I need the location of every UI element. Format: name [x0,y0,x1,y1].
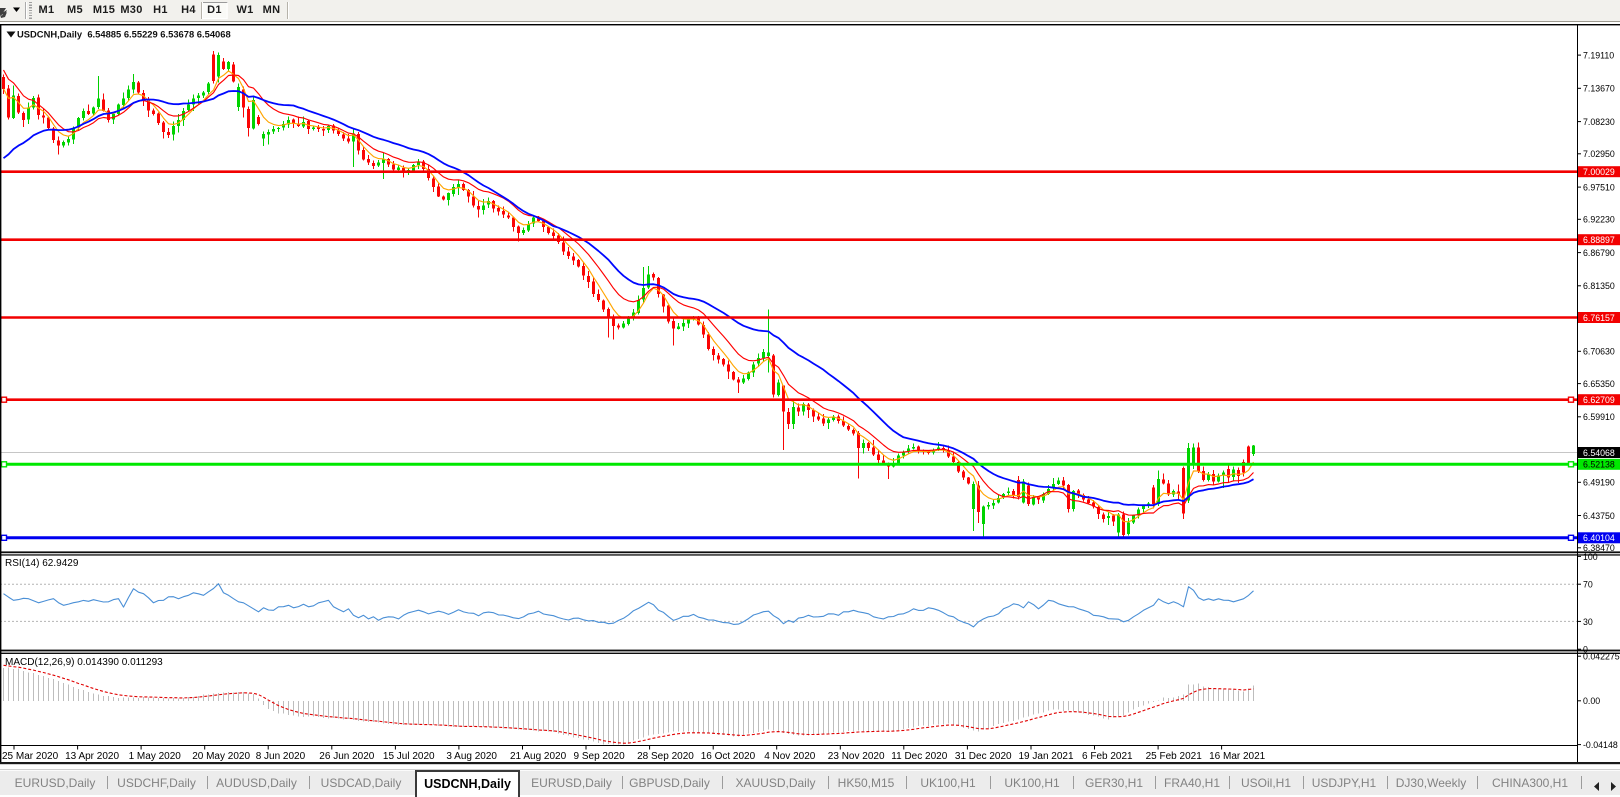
svg-text:6.38470: 6.38470 [1583,543,1615,553]
svg-text:7.00029: 7.00029 [1583,167,1615,177]
svg-text:6 Feb 2021: 6 Feb 2021 [1082,751,1133,762]
svg-text:13 Apr 2020: 13 Apr 2020 [65,751,119,762]
svg-text:6.59910: 6.59910 [1583,412,1615,422]
svg-text:6.52138: 6.52138 [1583,460,1615,470]
svg-text:6.43750: 6.43750 [1583,511,1615,521]
svg-text:26 Jun 2020: 26 Jun 2020 [319,751,374,762]
svg-text:1 May 2020: 1 May 2020 [129,751,182,762]
svg-text:25 Feb 2021: 25 Feb 2021 [1146,751,1203,762]
svg-text:20 May 2020: 20 May 2020 [192,751,250,762]
svg-text:6.62709: 6.62709 [1583,395,1615,405]
svg-text:-0.04148: -0.04148 [1583,740,1618,750]
svg-text:7.13670: 7.13670 [1583,84,1615,94]
svg-text:MACD(12,26,9) 0.014390 0.01129: MACD(12,26,9) 0.014390 0.011293 [5,657,163,668]
svg-text:7.19110: 7.19110 [1583,51,1614,61]
svg-text:8 Jun 2020: 8 Jun 2020 [256,751,306,762]
svg-text:6.76157: 6.76157 [1583,313,1615,323]
svg-text:30: 30 [1583,617,1593,627]
svg-text:6.65350: 6.65350 [1583,379,1615,389]
svg-text:6.97510: 6.97510 [1583,183,1615,193]
svg-text:6.81350: 6.81350 [1583,281,1615,291]
svg-text:6.92230: 6.92230 [1583,215,1615,225]
svg-text:31 Dec 2020: 31 Dec 2020 [955,751,1012,762]
svg-text:25 Mar 2020: 25 Mar 2020 [2,751,59,762]
svg-text:100: 100 [1583,552,1598,562]
svg-text:9 Sep 2020: 9 Sep 2020 [574,751,626,762]
svg-text:70: 70 [1583,580,1593,590]
svg-text:11 Dec 2020: 11 Dec 2020 [891,751,947,762]
svg-text:6.86790: 6.86790 [1583,248,1615,258]
svg-text:6.54068: 6.54068 [1583,448,1615,458]
svg-text:0.042275: 0.042275 [1583,652,1620,662]
svg-text:6.49190: 6.49190 [1583,478,1615,488]
svg-text:28 Sep 2020: 28 Sep 2020 [637,751,694,762]
svg-text:USDCNH,Daily 6.54885 6.55229: USDCNH,Daily 6.54885 6.55229 6.53678 6.5… [17,29,231,40]
svg-text:19 Jan 2021: 19 Jan 2021 [1019,751,1074,762]
svg-text:7.02950: 7.02950 [1583,149,1615,159]
svg-text:6.88897: 6.88897 [1583,235,1615,245]
svg-text:16 Oct 2020: 16 Oct 2020 [701,751,756,762]
svg-text:RSI(14) 62.9429: RSI(14) 62.9429 [5,558,79,569]
svg-text:6.40104: 6.40104 [1583,533,1615,543]
svg-text:0.00: 0.00 [1583,696,1600,706]
svg-text:0: 0 [1583,645,1588,655]
svg-text:16 Mar 2021: 16 Mar 2021 [1209,751,1266,762]
svg-text:15 Jul 2020: 15 Jul 2020 [383,751,435,762]
svg-text:23 Nov 2020: 23 Nov 2020 [828,751,885,762]
svg-text:4 Nov 2020: 4 Nov 2020 [764,751,816,762]
svg-text:3 Aug 2020: 3 Aug 2020 [446,751,497,762]
svg-text:6.70630: 6.70630 [1583,347,1615,357]
svg-text:21 Aug 2020: 21 Aug 2020 [510,751,567,762]
svg-text:7.08230: 7.08230 [1583,117,1615,127]
